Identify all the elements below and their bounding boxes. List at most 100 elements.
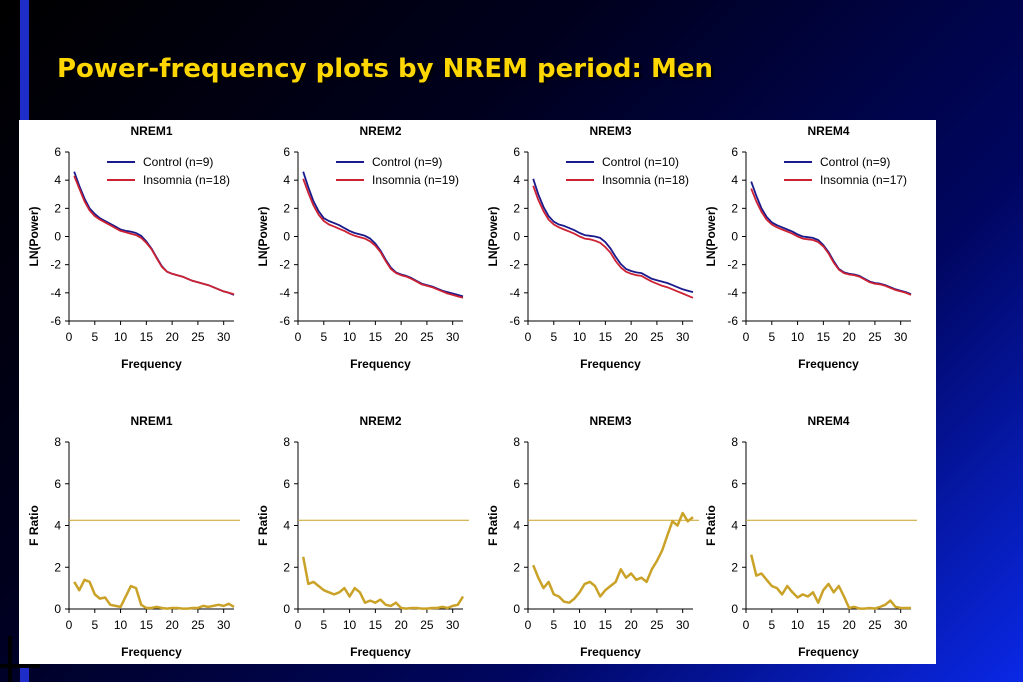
chart-title: NREM3 — [589, 414, 631, 428]
y-axis-label: LN(Power) — [704, 206, 718, 266]
corner-cross-vertical — [8, 636, 12, 682]
y-tick-label: 4 — [283, 173, 290, 187]
x-tick-label: 0 — [743, 330, 750, 344]
y-tick-label: 6 — [731, 145, 738, 159]
x-tick-label: 5 — [768, 330, 775, 344]
y-tick-label: 0 — [513, 602, 520, 616]
x-tick-label: 15 — [599, 618, 613, 632]
x-tick-label: 25 — [191, 618, 205, 632]
x-axis-label: Frequency — [350, 357, 411, 371]
insomnia-line — [750, 188, 912, 296]
y-tick-label: 8 — [283, 435, 290, 449]
legend-label: Control (n=9) — [143, 155, 213, 169]
y-axis-label: F Ratio — [256, 505, 270, 546]
chart-title: NREM1 — [130, 414, 172, 428]
x-axis-label: Frequency — [798, 645, 859, 659]
fratio-line — [532, 511, 694, 604]
x-tick-label: 30 — [446, 330, 460, 344]
fratio-line — [73, 578, 235, 610]
y-tick-label: 0 — [54, 602, 61, 616]
insomnia-line — [73, 175, 235, 296]
chart-power-1: NREM1 -6 -4 -2 0 2 4 6 0 5 10 15 20 25 30 Frequency LN(P… — [27, 124, 235, 371]
control-line — [73, 171, 235, 296]
x-tick-label: 25 — [420, 618, 434, 632]
corner-cross-horizontal — [0, 664, 40, 668]
y-tick-label: -4 — [727, 286, 738, 300]
x-tick-label: 30 — [217, 618, 231, 632]
x-tick-label: 15 — [817, 330, 831, 344]
x-tick-label: 5 — [91, 618, 98, 632]
legend-label: Insomnia (n=18) — [602, 173, 689, 187]
x-tick-label: 0 — [295, 330, 302, 344]
control-line — [302, 171, 464, 298]
x-tick-label: 25 — [868, 618, 882, 632]
y-tick-label: 4 — [513, 173, 520, 187]
insomnia-line — [302, 178, 464, 299]
x-tick-label: 25 — [650, 330, 664, 344]
y-tick-label: 2 — [283, 560, 290, 574]
y-tick-label: 4 — [54, 173, 61, 187]
legend-label: Insomnia (n=18) — [143, 173, 230, 187]
chart-fratio-4: NREM4 0 2 4 6 8 0 5 10 15 20 25 30 Frequency F Ratio — [704, 414, 917, 659]
x-tick-label: 15 — [817, 618, 831, 632]
control-line — [750, 181, 912, 296]
chart-title: NREM2 — [359, 124, 401, 138]
y-tick-label: 6 — [54, 477, 61, 491]
x-tick-label: 20 — [842, 330, 856, 344]
fratio-line — [749, 554, 911, 610]
x-tick-label: 0 — [295, 618, 302, 632]
chart-title: NREM4 — [807, 414, 849, 428]
y-tick-label: -6 — [727, 314, 738, 328]
legend-label: Insomnia (n=19) — [372, 173, 459, 187]
y-tick-label: 6 — [731, 477, 738, 491]
y-tick-label: -6 — [279, 314, 290, 328]
y-axis-label: F Ratio — [704, 505, 718, 546]
chart-title: NREM4 — [807, 124, 849, 138]
x-tick-label: 0 — [525, 618, 532, 632]
y-tick-label: 2 — [731, 560, 738, 574]
x-tick-label: 10 — [343, 618, 357, 632]
x-tick-label: 15 — [599, 330, 613, 344]
y-tick-label: 2 — [513, 201, 520, 215]
legend-label: Insomnia (n=17) — [820, 173, 907, 187]
x-tick-label: 10 — [114, 330, 128, 344]
chart-fratio-3: NREM3 0 2 4 6 8 0 5 10 15 20 25 30 Frequency F Ratio — [486, 414, 699, 659]
x-axis-label: Frequency — [580, 645, 641, 659]
y-tick-label: 0 — [54, 230, 61, 244]
x-axis-label: Frequency — [121, 645, 182, 659]
y-tick-label: -6 — [509, 314, 520, 328]
y-tick-label: 4 — [513, 519, 520, 533]
x-axis-label: Frequency — [121, 357, 182, 371]
y-tick-label: -4 — [50, 286, 61, 300]
y-tick-label: 4 — [283, 519, 290, 533]
x-tick-label: 15 — [369, 330, 383, 344]
chart-fratio-1: NREM1 0 2 4 6 8 0 5 10 15 20 25 30 Frequency F Ratio — [27, 414, 240, 659]
y-tick-label: 6 — [513, 477, 520, 491]
y-tick-label: -2 — [727, 258, 738, 272]
y-tick-label: 2 — [54, 560, 61, 574]
y-tick-label: -2 — [279, 258, 290, 272]
chart-power-2: NREM2 -6 -4 -2 0 2 4 6 0 5 10 15 20 25 30 Frequency LN(P… — [256, 124, 464, 371]
legend-label: Control (n=10) — [602, 155, 679, 169]
insomnia-line — [532, 185, 694, 299]
x-tick-label: 20 — [624, 618, 638, 632]
x-axis-label: Frequency — [580, 357, 641, 371]
legend-label: Control (n=9) — [372, 155, 442, 169]
x-tick-label: 20 — [165, 618, 179, 632]
x-tick-label: 15 — [369, 618, 383, 632]
y-tick-label: 8 — [54, 435, 61, 449]
x-tick-label: 30 — [446, 618, 460, 632]
x-tick-label: 10 — [573, 618, 587, 632]
y-tick-label: 4 — [54, 519, 61, 533]
y-tick-label: 6 — [513, 145, 520, 159]
x-tick-label: 30 — [676, 618, 690, 632]
y-tick-label: 6 — [283, 145, 290, 159]
chart-title: NREM1 — [130, 124, 172, 138]
x-tick-label: 10 — [573, 330, 587, 344]
y-tick-label: 2 — [54, 201, 61, 215]
chart-power-3: NREM3 -6 -4 -2 0 2 4 6 0 5 10 15 20 25 30 Frequency LN(P… — [486, 124, 694, 371]
x-tick-label: 10 — [791, 330, 805, 344]
x-tick-label: 0 — [66, 330, 73, 344]
y-tick-label: -6 — [50, 314, 61, 328]
